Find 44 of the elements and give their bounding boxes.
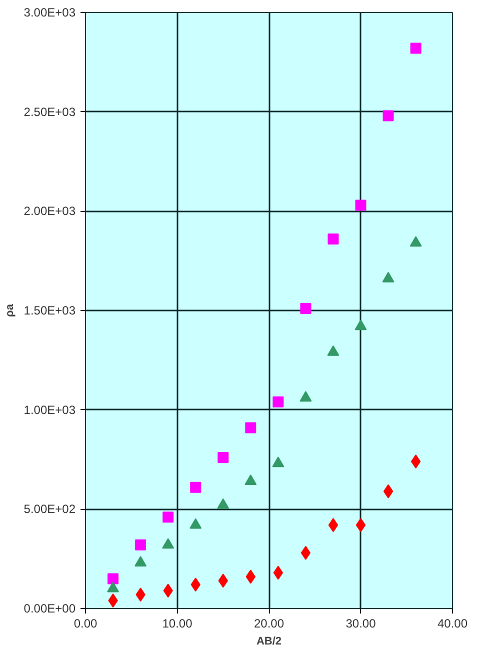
point	[382, 272, 394, 282]
point	[162, 512, 174, 523]
point	[300, 391, 312, 402]
point	[107, 582, 120, 592]
x-tick-label: 0.00	[74, 616, 98, 630]
point	[217, 498, 230, 509]
y-tick-label: 1.00E+03	[24, 402, 76, 417]
point	[300, 546, 311, 560]
y-tick-label: 2.50E+03	[24, 104, 76, 119]
x-axis-title: AB/2	[256, 636, 282, 648]
point	[410, 454, 421, 468]
point	[244, 474, 257, 486]
point	[383, 484, 394, 498]
point	[272, 396, 284, 408]
point	[162, 538, 174, 549]
point	[356, 518, 366, 532]
point	[410, 42, 422, 54]
point	[245, 422, 256, 434]
y-tick-label: 2.00E+03	[24, 204, 76, 218]
y-tick-label: 1.50E+03	[24, 304, 76, 318]
point	[134, 556, 147, 566]
point	[190, 518, 202, 529]
point	[273, 566, 284, 580]
point	[108, 573, 119, 584]
x-tick-label: 40.00	[437, 616, 468, 630]
point	[328, 518, 338, 532]
y-tick-label: 5.00E+02	[24, 502, 76, 516]
point	[218, 452, 229, 464]
x-tick-label: 20.00	[254, 616, 284, 630]
y-axis-title: ρa	[4, 303, 16, 317]
point	[272, 456, 284, 468]
point	[410, 236, 422, 247]
point	[327, 345, 340, 356]
point	[355, 200, 366, 211]
y-tick-label: 3.00E+03	[24, 6, 76, 20]
point	[382, 110, 394, 122]
y-tick-label: 0.00E+00	[24, 602, 76, 616]
point	[300, 303, 312, 314]
x-tick-label: 30.00	[346, 616, 376, 630]
point	[135, 539, 146, 550]
point	[328, 233, 339, 244]
x-tick-label: 10.00	[162, 616, 193, 630]
point	[354, 320, 367, 330]
point	[190, 482, 202, 493]
